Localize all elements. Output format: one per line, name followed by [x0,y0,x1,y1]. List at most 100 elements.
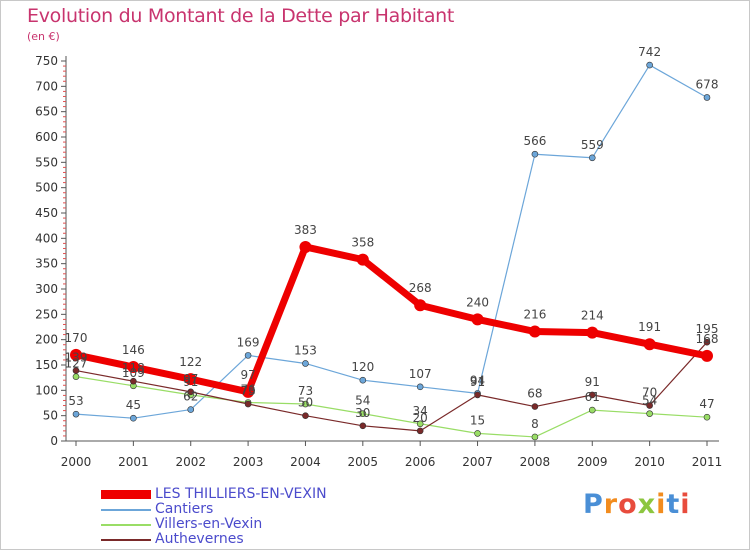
data-point [244,352,252,359]
legend-item: Cantiers [101,502,361,517]
data-label: 76 [240,382,255,396]
data-point [474,430,481,437]
series-line-0 [75,243,708,396]
unit-label: (en €) [27,30,60,43]
data-label: 118 [122,361,145,375]
data-point [588,391,596,399]
y-tick-label: 700 [35,79,58,93]
data-label: 268 [409,281,432,295]
data-label: 383 [294,223,317,237]
logo-letter: P [583,489,604,520]
data-point [646,61,653,69]
data-label: 34 [413,404,428,418]
data-label: 170 [65,331,88,345]
data-label: 97 [240,368,255,382]
data-point [703,413,711,421]
data-point [72,410,80,418]
data-label: 566 [523,134,546,148]
x-tick-label: 2011 [692,455,723,469]
logo-letter: i [656,489,667,520]
data-point [588,406,596,414]
data-point [531,403,539,410]
x-tick-label: 2009 [577,455,608,469]
data-label: 240 [466,295,489,309]
y-tick-label: 650 [35,105,58,119]
data-label: 153 [294,343,317,357]
legend-swatch [101,524,151,526]
data-point [187,388,195,396]
data-label: 91 [183,375,198,389]
data-point [416,427,424,435]
data-point [586,326,599,339]
data-label: 109 [122,366,145,380]
x-tick-label: 2001 [118,455,149,469]
x-tick-label: 2006 [405,455,436,469]
x-tick-label: 2010 [634,455,665,469]
data-point [302,412,309,419]
data-label: 191 [638,320,661,334]
y-tick-label: 450 [35,206,58,220]
data-label: 62 [183,390,198,404]
data-label: 97 [183,372,198,386]
data-point [187,406,195,413]
data-label: 50 [298,396,313,410]
data-label: 91 [585,375,600,389]
data-point [646,410,653,417]
y-tick-label: 350 [35,257,58,271]
data-point [356,253,369,266]
series-line-2 [75,376,708,438]
y-tick-label: 300 [35,282,58,296]
data-point [242,385,255,398]
logo-letter: i [680,489,691,520]
data-label: 127 [65,357,88,371]
data-label: 742 [638,45,661,59]
data-label: 169 [237,335,260,349]
data-point [474,391,481,399]
data-point [302,360,309,367]
y-tick-label: 750 [35,54,58,68]
data-label: 61 [585,390,600,404]
data-label: 122 [179,355,202,369]
data-point [359,410,367,417]
data-point [72,373,80,380]
logo-letter: o [618,489,638,520]
data-point [359,422,367,430]
logo-letter: x [637,489,657,520]
y-tick-label: 550 [35,155,58,169]
data-label: 47 [699,397,714,411]
data-label: 73 [240,384,255,398]
y-tick-label: 50 [43,409,58,423]
legend-label: LES THILLIERS-EN-VEXIN [155,486,327,502]
data-point [528,325,541,338]
legend-item: Authevernes [101,532,361,547]
data-point [72,367,80,374]
data-point [130,377,137,385]
data-label: 30 [355,406,370,420]
data-label: 146 [122,343,145,357]
data-label: 91 [470,375,485,389]
logo-letter: r [603,489,619,520]
data-label: 107 [409,367,432,381]
x-tick-label: 2004 [290,455,321,469]
y-tick-label: 100 [35,383,58,397]
legend-swatch [101,490,151,499]
x-tick-label: 2002 [175,455,206,469]
data-point [130,414,137,422]
data-point [588,154,596,162]
data-point [416,383,424,391]
y-tick-label: 200 [35,333,58,347]
data-label: 216 [523,308,546,322]
proxiti-logo: Proxiti [583,489,691,520]
data-point [701,349,713,362]
y-tick-label: 500 [35,181,58,195]
data-label: 559 [581,138,604,152]
y-tick-label: 400 [35,231,58,245]
legend-item: LES THILLIERS-EN-VEXIN [101,487,361,502]
data-label: 68 [527,387,542,401]
data-label: 70 [642,386,657,400]
x-tick-label: 2003 [233,455,264,469]
data-point [414,299,427,312]
x-tick-label: 2005 [348,455,379,469]
